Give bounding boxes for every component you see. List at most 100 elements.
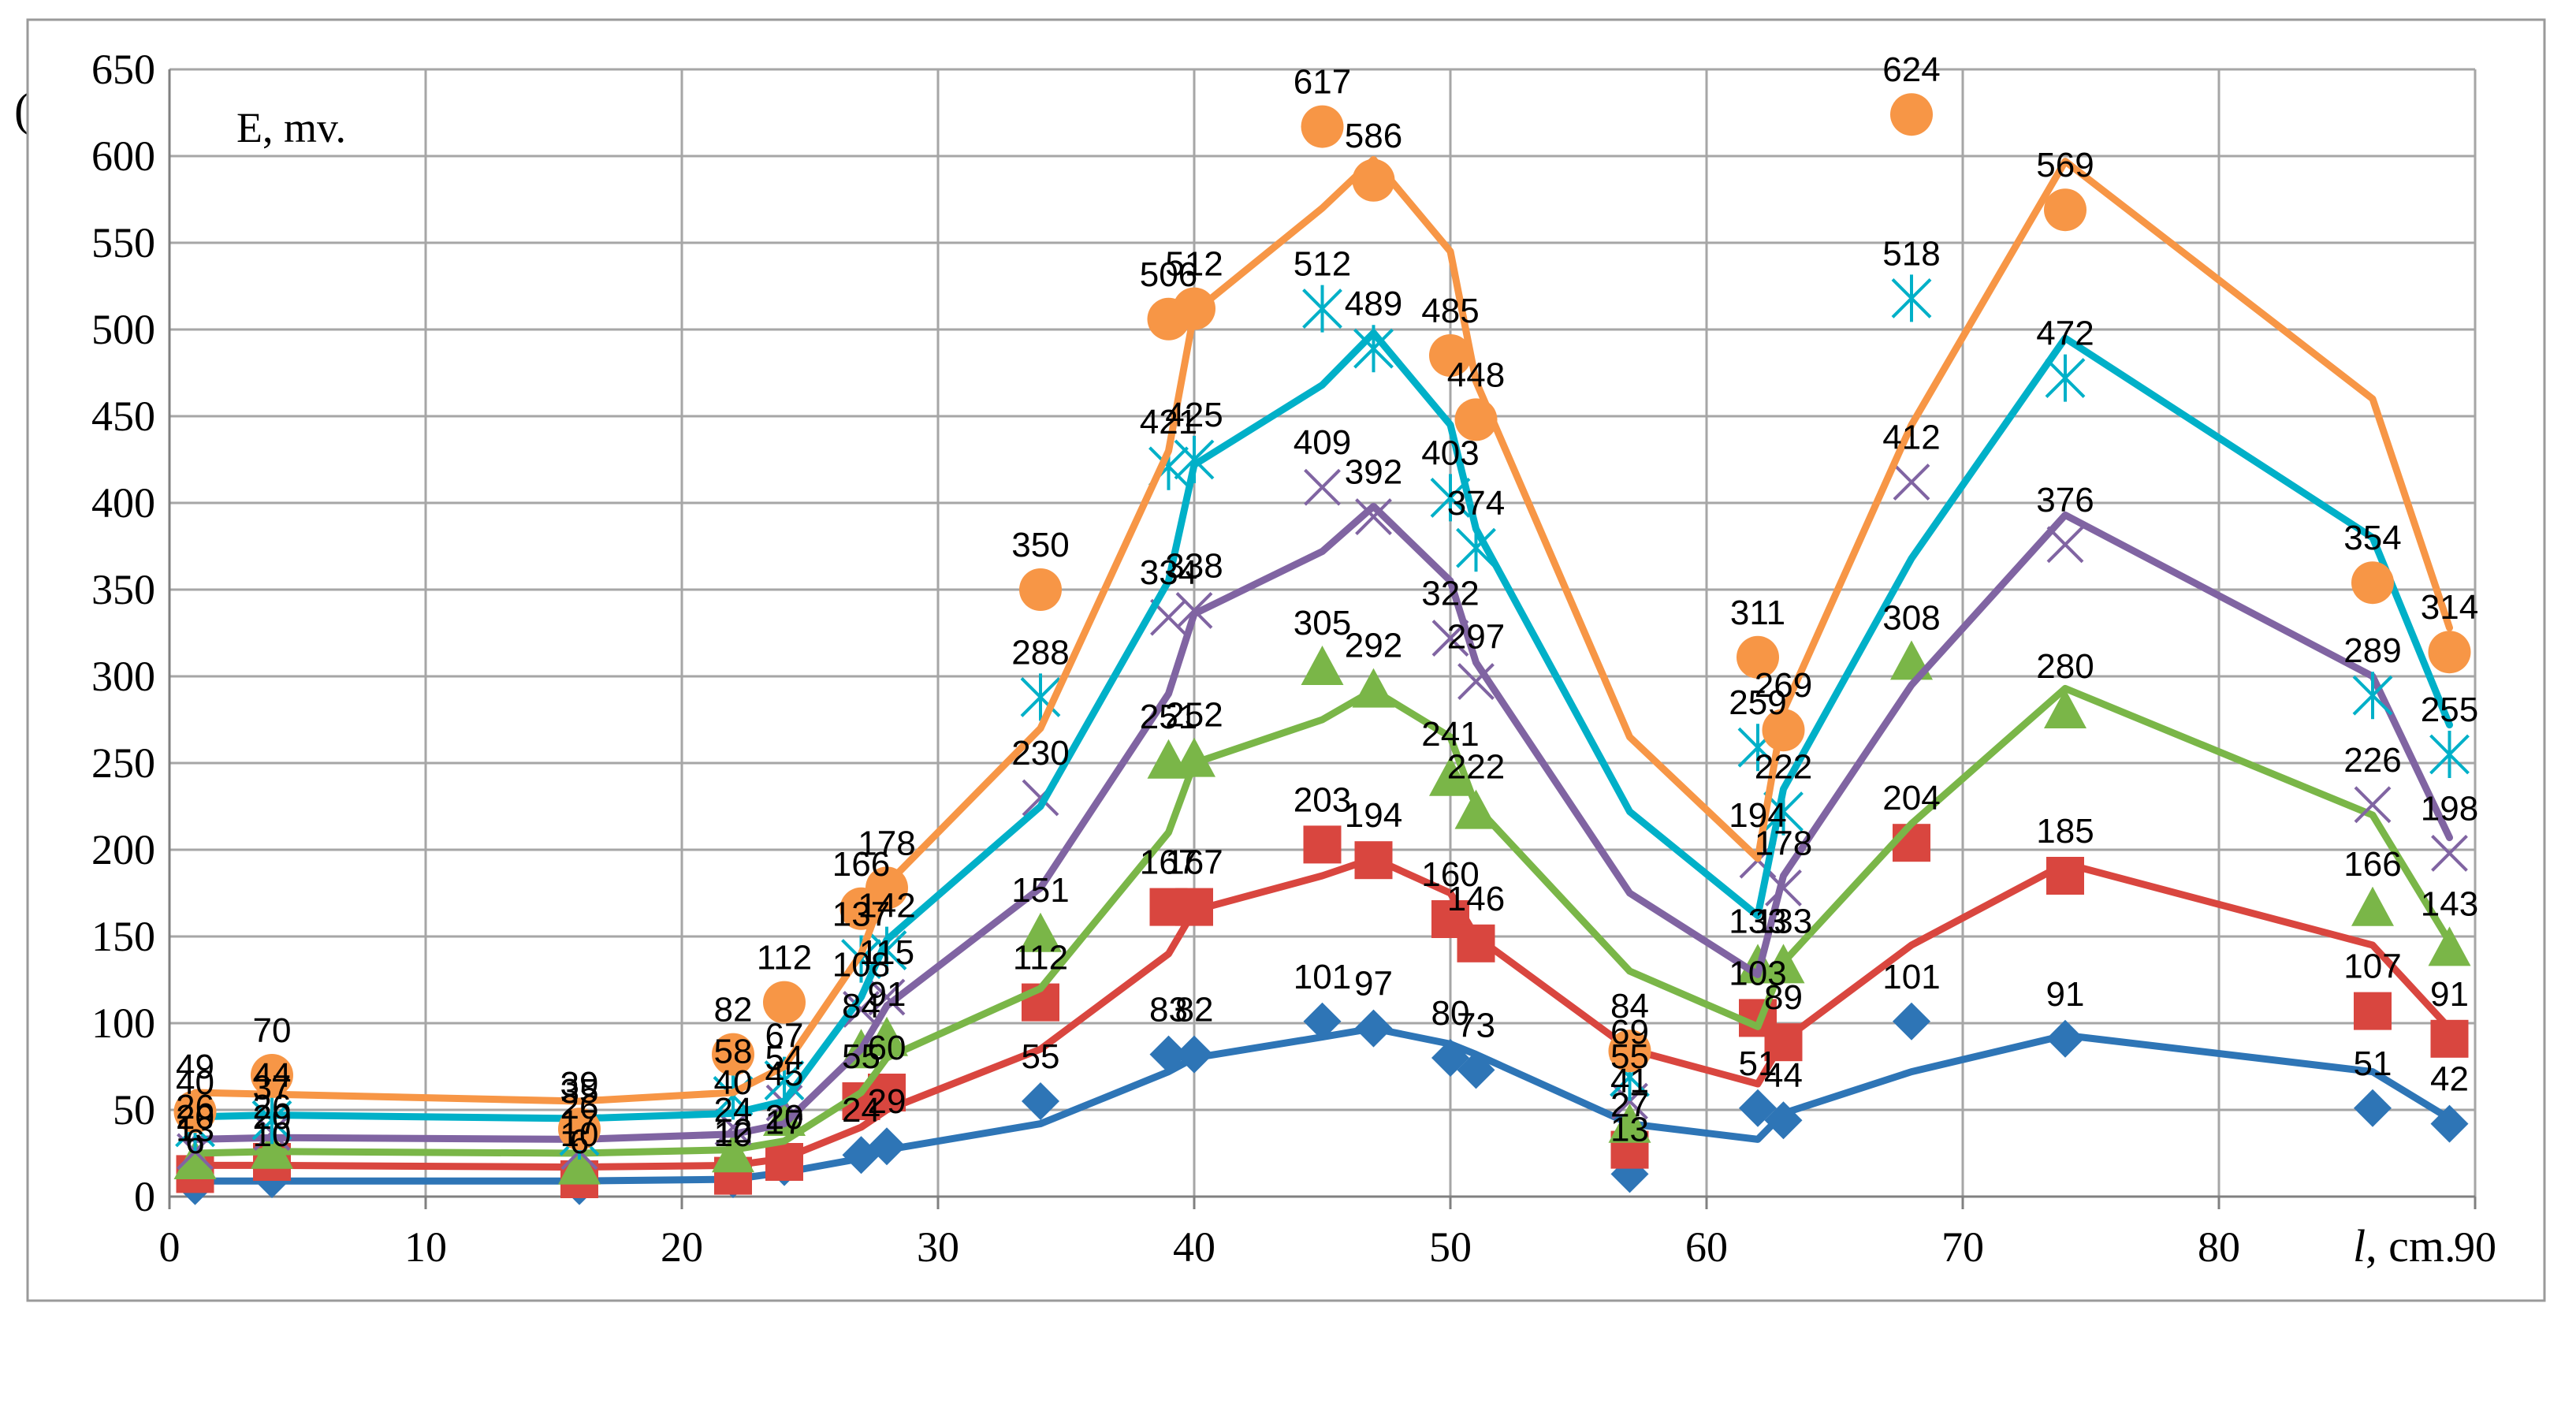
series-4-label-4: 40 [714,1063,753,1102]
series-6-point-5 [763,981,806,1024]
series-3-label-15: 41 [1610,1062,1649,1100]
series-4-point-12 [1355,498,1392,536]
series-3-label-17: 133 [1755,902,1812,940]
series-4-point-7 [868,978,906,1016]
series-2-label-21: 91 [2430,975,2469,1014]
series-6-point-4 [712,1033,754,1076]
series-5-point-8 [1020,673,1061,721]
series-6-label-21: 314 [2421,588,2478,627]
series-6-label-5: 112 [757,939,812,977]
series-6-point-19 [2044,188,2086,232]
series-2-label-18: 204 [1882,779,1940,817]
series-5-point-19 [2045,354,2086,402]
series-6-label-18: 624 [1882,50,1940,89]
series-4-label-2: 37 [253,1069,292,1108]
series-2-label-3: 10 [560,1115,599,1154]
series-5-label-13: 403 [1421,434,1479,472]
series-3-point-13 [1429,756,1472,796]
series-3-point-2 [251,1129,293,1169]
series-6-point-13 [1429,334,1472,377]
series-4-point-20 [2354,786,2392,824]
series-6-point-12 [1352,158,1395,202]
series-3-label-5: 45 [765,1055,804,1093]
y-tick-label-500: 500 [91,306,155,353]
series-3-label-9: 251 [1140,698,1197,736]
series-3-point-1 [173,1140,217,1179]
x-tick-label-10: 10 [404,1223,447,1271]
series-4-point-19 [2046,526,2084,564]
series-6-label-19: 569 [2036,146,2094,184]
series-3-label-14: 222 [1447,748,1505,787]
x-tick-label-50: 50 [1429,1223,1472,1271]
series-5-label-17: 222 [1755,748,1812,787]
series-4-point-10 [1175,591,1213,629]
series-6-label-6: 166 [832,845,890,884]
series-3-label-19: 280 [2036,647,2094,686]
series-6-label-10: 512 [1165,245,1223,284]
series-6-point-17 [1762,709,1805,752]
series-6-label-1: 49 [176,1048,214,1086]
y-tick-label-300: 300 [91,653,155,700]
series-3-point-11 [1301,646,1344,685]
series-4-point-17 [1765,869,1802,907]
series-5-point-18 [1891,274,1932,322]
series-2-label-10: 167 [1165,843,1223,882]
series-3-point-14 [1454,789,1498,829]
series-3-point-21 [2428,926,2471,966]
series-5-point-12 [1353,325,1394,373]
series-3-point-12 [1352,668,1395,708]
series-3-label-16: 133 [1729,902,1786,940]
series-2-label-11: 203 [1294,780,1351,819]
series-5-point-2 [251,1096,292,1145]
series-6-point-21 [2428,631,2471,674]
series-2-point-18 [1893,824,1930,862]
series-5-label-9: 421 [1140,403,1197,441]
series-2-label-1: 13 [176,1110,214,1149]
series-3-label-10: 252 [1165,696,1223,735]
series-6-point-7 [865,866,908,910]
y-tick-labels: 0 50 100 150 200 250 300 350 400 450 500 550 600 650 [91,46,155,1220]
x-tick-label-20: 20 [661,1223,703,1271]
chart-frame [26,18,2546,1302]
series-6-label-12: 586 [1345,117,1402,155]
series-1-label-8: 55 [1022,1037,1060,1076]
series-3-point-4 [712,1133,754,1173]
series-3-label-20: 166 [2343,845,2401,884]
series-4-point-14 [1457,663,1495,701]
series-2-label-7: 60 [868,1029,906,1067]
x-axis-label: l, cm. [2353,1220,2455,1271]
series-2-label-14: 146 [1447,880,1505,918]
series-1-point-20 [2354,1089,2392,1127]
series-5-point-10 [1174,436,1215,483]
series-6-point-8 [1019,568,1062,611]
series-6-point-16 [1737,635,1779,679]
series-6-label-16: 311 [1730,594,1785,632]
series-3-label-2: 26 [253,1088,292,1126]
series-6-point-18 [1890,93,1933,136]
series-5-label-1: 40 [176,1063,214,1102]
series-6-label-8: 350 [1011,526,1069,564]
series-6-point-14 [1454,398,1498,441]
series-4-label-9: 334 [1140,553,1197,592]
series-5-label-7: 142 [858,887,915,925]
series-3-point-7 [865,1016,908,1056]
series-4-label-1: 26 [176,1088,214,1126]
series-6-point-2 [251,1054,293,1096]
series-5-label-4: 58 [714,1032,753,1070]
series-1-point-8 [1022,1082,1059,1120]
series-4-label-7: 115 [859,933,914,972]
series-5-point-11 [1302,285,1342,333]
series-6-point-3 [558,1108,601,1151]
series-5-point-21 [2429,731,2470,778]
series-4-label-16: 194 [1729,796,1786,835]
series-4-label-5: 54 [765,1039,804,1078]
series-5-point-14 [1456,524,1496,572]
series-1-point-21 [2430,1104,2469,1143]
x-tick-label-60: 60 [1685,1223,1728,1271]
series-1-point-12 [1354,1009,1393,1048]
series-5-label-16: 259 [1729,683,1786,722]
series-3-label-7: 91 [868,975,906,1014]
y-tick-label-250: 250 [91,739,155,787]
y-tick-label-550: 550 [91,219,155,266]
